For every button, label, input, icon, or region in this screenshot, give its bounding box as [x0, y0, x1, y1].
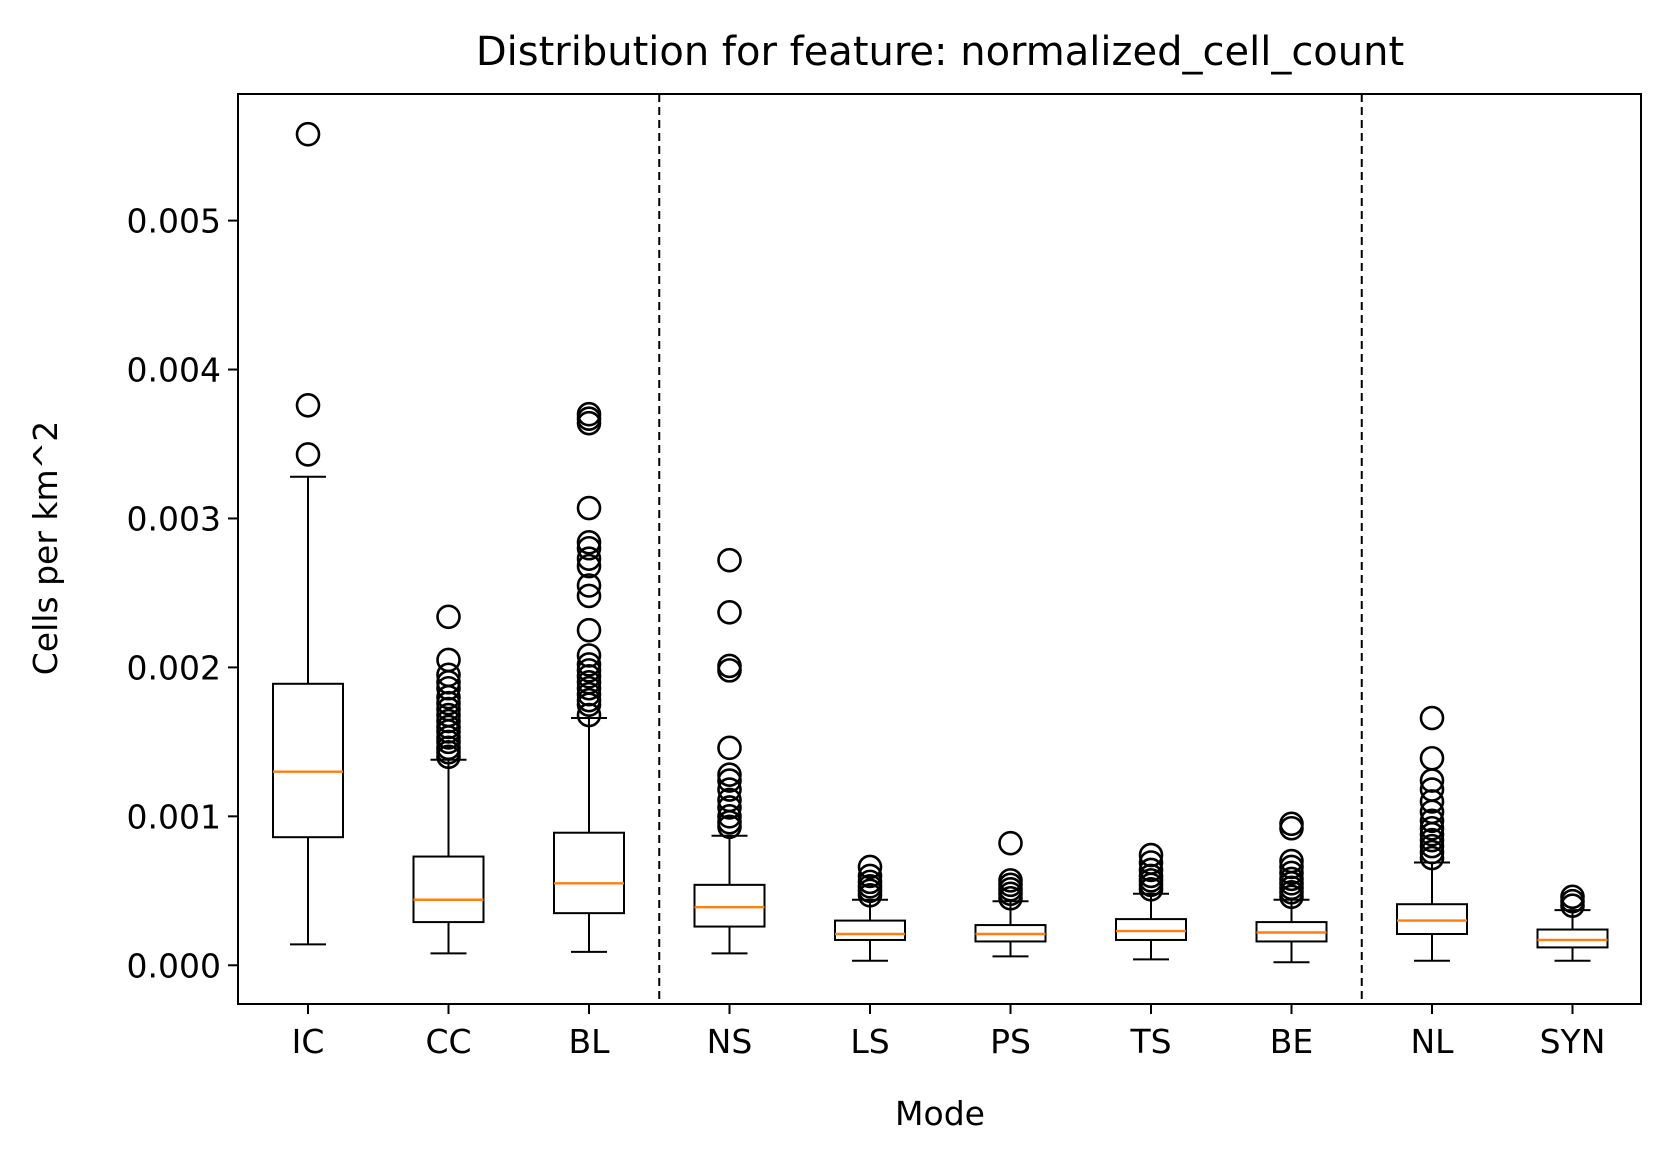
outlier-point — [717, 804, 742, 829]
box-bl — [553, 831, 625, 915]
outlier-point — [717, 599, 742, 625]
outlier-point — [857, 863, 883, 889]
y-tick-label: 0.001 — [127, 797, 221, 836]
outlier-point — [1419, 705, 1445, 731]
box-ic — [272, 682, 344, 839]
outlier-point — [576, 617, 602, 643]
outlier-point — [1419, 827, 1445, 853]
y-tick-label: 0.004 — [127, 351, 221, 390]
outlier-point — [576, 495, 602, 521]
outlier-point — [998, 868, 1023, 893]
outlier-point — [857, 854, 883, 880]
x-tick-label: CC — [425, 1022, 471, 1061]
outlier-point — [1419, 745, 1445, 771]
outlier-point — [576, 675, 602, 701]
box-ns — [693, 883, 766, 928]
outlier-point — [1279, 811, 1304, 837]
outlier-point — [717, 653, 742, 679]
outlier-point — [1279, 848, 1304, 874]
outlier-point — [436, 714, 461, 740]
outlier-point — [1419, 808, 1445, 834]
x-tick-label: NL — [1410, 1022, 1454, 1061]
box-nl — [1396, 903, 1468, 936]
outlier-point — [295, 392, 321, 418]
outlier-point — [295, 442, 321, 467]
outlier-point — [576, 529, 602, 555]
plot-frame — [237, 93, 1642, 1005]
outlier-point — [576, 681, 602, 707]
outlier-point — [1279, 860, 1304, 886]
outlier-point — [717, 547, 742, 573]
y-tick-label: 0.005 — [127, 202, 221, 241]
outlier-point — [436, 708, 461, 734]
y-tick-label: 0.003 — [127, 499, 221, 538]
y-tick-label: 0.002 — [127, 648, 221, 687]
outlier-point — [1279, 866, 1304, 892]
outlier-point — [1138, 850, 1164, 875]
outlier-point — [717, 762, 742, 787]
x-tick-label: BE — [1270, 1022, 1314, 1061]
outlier-point — [1419, 845, 1445, 871]
x-tick-label: NS — [707, 1022, 753, 1061]
box-syn — [1536, 928, 1609, 949]
box-cc — [412, 855, 485, 924]
outlier-point — [436, 675, 461, 701]
outlier-point — [576, 401, 602, 427]
outlier-point — [717, 795, 742, 820]
outlier-point — [576, 583, 602, 609]
outlier-point — [717, 777, 742, 802]
outlier-point — [436, 604, 461, 630]
outlier-point — [576, 643, 602, 668]
outlier-point — [1279, 854, 1304, 880]
outlier-point — [436, 662, 461, 688]
outlier-point — [717, 768, 742, 793]
y-axis-label: Cells per km^2 — [26, 421, 65, 676]
outlier-point — [857, 869, 883, 895]
box-ts — [1115, 918, 1187, 941]
outlier-point — [436, 647, 461, 673]
box-ls — [834, 919, 906, 941]
outlier-point — [717, 735, 742, 761]
outlier-point — [1419, 815, 1445, 841]
outlier-point — [576, 553, 602, 579]
outlier-point — [295, 121, 321, 147]
outlier-point — [576, 658, 602, 683]
outlier-point — [1419, 777, 1445, 802]
x-tick-label: IC — [292, 1022, 325, 1061]
x-tick-label: SYN — [1540, 1022, 1606, 1061]
outlier-point — [998, 830, 1023, 856]
plot-area: 0.000 0.001 0.002 0.003 0.004 0.005 IC CC BL NS LS… — [127, 94, 1609, 1061]
x-tick-label: PS — [990, 1022, 1031, 1061]
outlier-point — [1138, 857, 1164, 883]
outlier-point — [576, 573, 602, 598]
outlier-point — [576, 687, 602, 713]
outlier-point — [576, 535, 602, 561]
y-tick-label: 0.000 — [127, 946, 221, 985]
outlier-point — [1560, 884, 1585, 910]
outlier-point — [1419, 839, 1445, 865]
outlier-point — [1419, 833, 1445, 859]
x-tick-label: BL — [568, 1022, 610, 1061]
outlier-point — [436, 702, 461, 728]
outlier-point — [1138, 842, 1164, 868]
outlier-point — [576, 652, 602, 677]
outlier-point — [717, 787, 742, 813]
x-axis-label: Mode — [895, 1094, 985, 1133]
x-tick-label: TS — [1129, 1022, 1171, 1061]
outlier-point — [576, 546, 602, 571]
outlier-point — [576, 669, 602, 695]
chart-title: Distribution for feature: normalized_cel… — [476, 29, 1404, 75]
x-tick-label: LS — [850, 1022, 889, 1061]
